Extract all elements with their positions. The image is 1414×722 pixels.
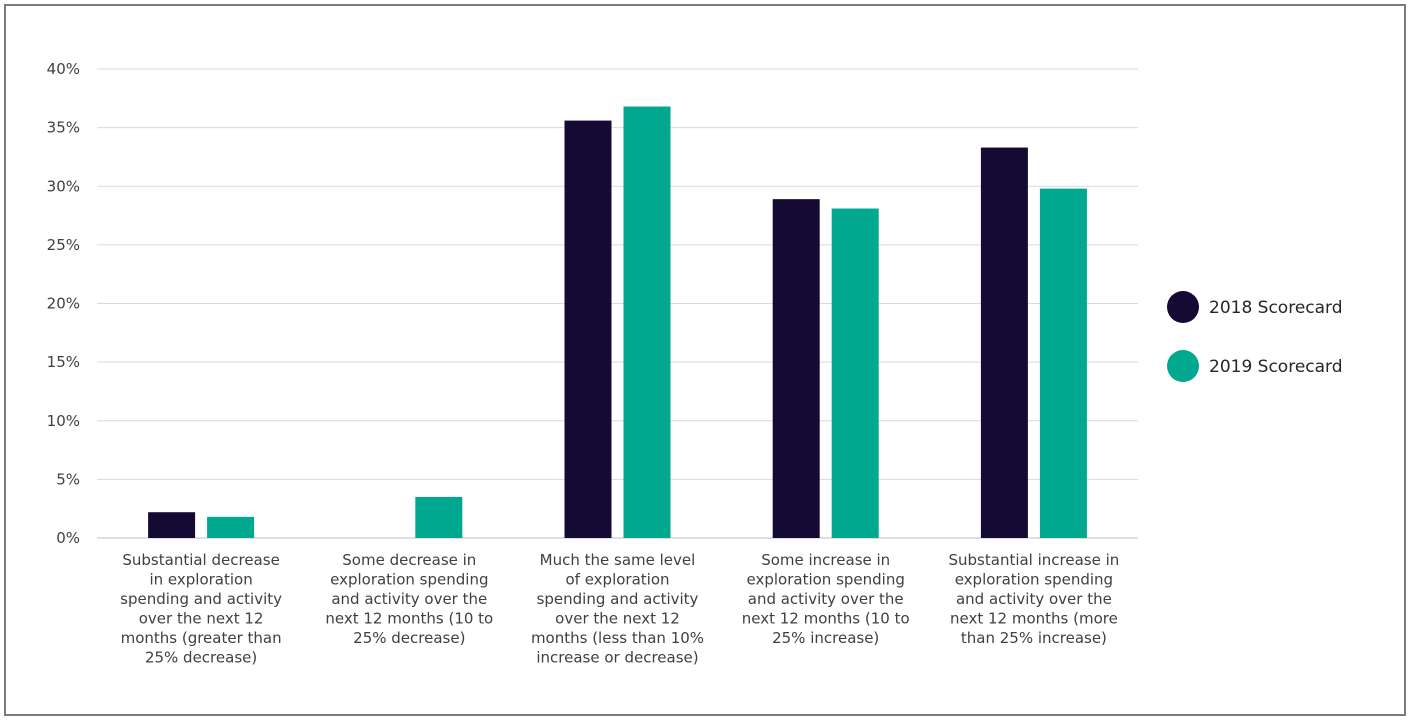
y-axis-ticks: 0% 5% 10% 15% 20% 25% 30% 35% 40% xyxy=(47,60,80,547)
gridlines xyxy=(97,68,1138,539)
bar-2018-scorecard-4 xyxy=(772,199,820,538)
x-category-label-line: of exploration xyxy=(565,571,669,589)
bar-2018-scorecard-3 xyxy=(564,120,612,538)
x-category-label-line: and activity over the xyxy=(956,590,1112,608)
x-category-label: Much the same level of exploration spendin… xyxy=(531,551,704,667)
x-category-label-line: exploration spending xyxy=(747,571,905,589)
x-category-label: Substantial decrease in exploration spendi… xyxy=(120,551,282,667)
legend-swatch xyxy=(1167,291,1199,323)
x-category-label-line: and activity over the xyxy=(748,590,904,608)
x-category-label-line: exploration spending xyxy=(330,571,488,589)
y-tick-label: 35% xyxy=(47,119,80,137)
bar-2019-scorecard-4 xyxy=(831,208,879,538)
y-tick-label: 25% xyxy=(47,236,80,254)
x-category-label-line: exploration spending xyxy=(955,571,1113,589)
legend-label: 2018 Scorecard xyxy=(1209,298,1343,318)
x-axis-categories: Substantial decrease in exploration spendi… xyxy=(120,551,1119,667)
bar-2019-scorecard-2 xyxy=(415,496,463,538)
legend: 2018 Scorecard 2019 Scorecard xyxy=(1167,291,1343,382)
x-category-label-line: than 25% increase) xyxy=(961,629,1107,647)
x-category-label-line: 25% decrease) xyxy=(353,629,465,647)
x-category-label-line: 25% increase) xyxy=(772,629,879,647)
y-tick-label: 40% xyxy=(47,60,80,78)
x-category-label-line: Substantial increase in xyxy=(949,551,1120,569)
x-category-label-line: next 12 months (10 to xyxy=(325,610,493,628)
y-tick-label: 15% xyxy=(47,353,80,371)
x-category-label-line: 25% decrease) xyxy=(145,649,257,667)
y-tick-label: 5% xyxy=(56,470,80,488)
x-category-label-line: in exploration xyxy=(149,571,252,589)
legend-swatch xyxy=(1167,350,1199,382)
x-category-label-line: Some increase in xyxy=(761,551,890,569)
x-category-label: Some increase in exploration spending and … xyxy=(742,551,910,647)
x-category-label-line: Much the same level xyxy=(540,551,696,569)
bar-2019-scorecard-3 xyxy=(623,106,671,539)
x-category-label-line: increase or decrease) xyxy=(536,649,698,667)
bar-2018-scorecard-5 xyxy=(980,147,1028,538)
x-category-label-line: next 12 months (10 to xyxy=(742,610,910,628)
x-category-label-line: and activity over the xyxy=(331,590,487,608)
x-category-label-line: months (less than 10% xyxy=(531,629,704,647)
y-tick-label: 30% xyxy=(47,177,80,195)
bar-2019-scorecard-1 xyxy=(207,516,255,538)
x-category-label-line: over the next 12 xyxy=(139,610,264,628)
y-tick-label: 20% xyxy=(47,295,80,313)
x-category-label: Some decrease in exploration spending and … xyxy=(325,551,493,647)
x-category-label-line: over the next 12 xyxy=(555,610,680,628)
bar-2018-scorecard-1 xyxy=(148,512,196,538)
x-category-label-line: Substantial decrease xyxy=(122,551,279,569)
x-category-label: Substantial increase in exploration spend… xyxy=(949,551,1120,647)
x-category-label-line: months (greater than xyxy=(121,629,282,647)
y-tick-label: 10% xyxy=(47,412,80,430)
bar-2019-scorecard-5 xyxy=(1039,188,1087,538)
x-category-label-line: spending and activity xyxy=(120,590,282,608)
x-category-label-line: next 12 months (more xyxy=(950,610,1118,628)
y-tick-label: 0% xyxy=(56,529,80,547)
x-category-label-line: Some decrease in xyxy=(342,551,476,569)
x-category-label-line: spending and activity xyxy=(537,590,699,608)
legend-label: 2019 Scorecard xyxy=(1209,357,1343,377)
bars xyxy=(148,106,1087,539)
